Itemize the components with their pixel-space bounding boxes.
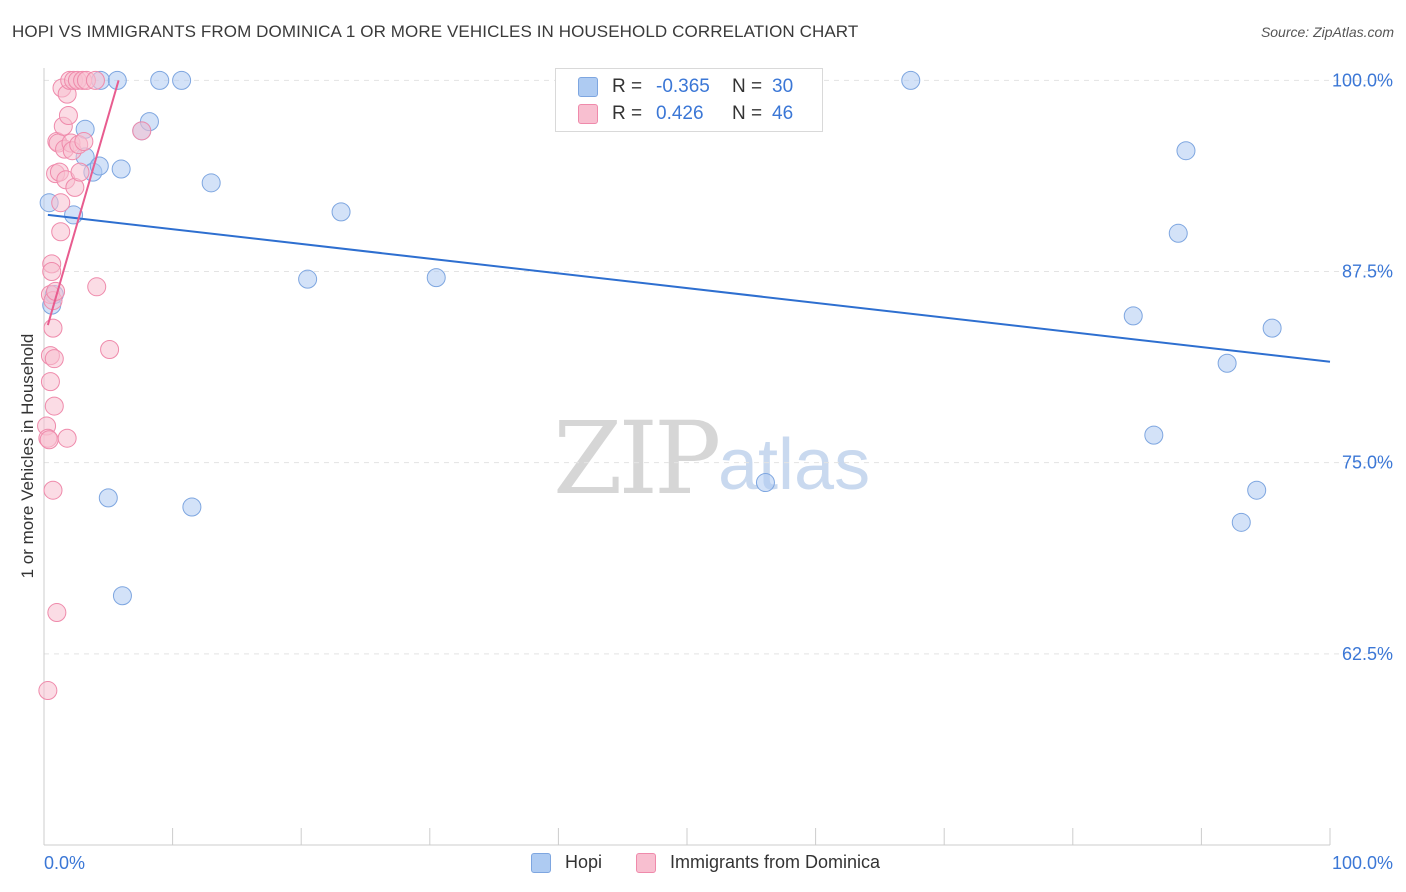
- dominica-point: [85, 70, 105, 90]
- axes: [43, 68, 1331, 846]
- r-label: R =: [612, 103, 643, 124]
- hopi-point: [331, 202, 351, 222]
- hopi-point: [426, 268, 446, 288]
- dominica-swatch: [578, 104, 598, 124]
- hopi-point: [755, 473, 775, 493]
- x-tick-label: 0.0%: [44, 853, 85, 873]
- legend-row-hopi: R = -0.365 N = 30: [578, 74, 793, 100]
- hopi-point: [1123, 306, 1143, 326]
- hopi-point: [98, 488, 118, 508]
- dominica-point: [132, 121, 152, 141]
- n-value: 30: [772, 76, 794, 97]
- dominica-point: [74, 132, 94, 152]
- r-label: R =: [612, 76, 643, 97]
- correlation-legend: R = -0.365 N = 30 R = 0.426 N = 46: [555, 68, 823, 132]
- hopi-point: [112, 586, 132, 606]
- legend-row-dominica: R = 0.426 N = 46: [578, 101, 793, 127]
- dominica-point: [44, 349, 64, 369]
- hopi-point: [111, 159, 131, 179]
- legend-label: Immigrants from Dominica: [670, 852, 881, 872]
- dominica-point: [43, 480, 63, 500]
- dominica-swatch: [636, 852, 656, 873]
- hopi-point: [1262, 318, 1282, 338]
- hopi-point: [150, 70, 170, 90]
- x-tick-label: 100.0%: [1332, 853, 1393, 873]
- hopi-point: [201, 173, 221, 193]
- legend-item-dominica[interactable]: Immigrants from Dominica: [636, 852, 880, 873]
- hopi-swatch: [578, 77, 598, 97]
- hopi-swatch: [531, 852, 551, 873]
- dominica-point: [58, 106, 78, 126]
- dominica-point: [43, 318, 63, 338]
- dominica-point: [47, 603, 67, 623]
- watermark-zip: ZIP: [553, 400, 721, 517]
- n-label: N =: [732, 103, 763, 124]
- tick-labels: 100.0% 87.5% 75.0% 62.5% 0.0% 100.0%: [44, 70, 1393, 873]
- source-credit: Source: ZipAtlas.com: [1260, 24, 1394, 40]
- hopi-point: [1247, 480, 1267, 500]
- dominica-point: [44, 396, 64, 416]
- dominica-trend-line: [46, 80, 120, 326]
- watermark-atlas: atlas: [718, 425, 871, 505]
- dominica-point: [87, 277, 107, 297]
- n-value: 46: [772, 103, 794, 124]
- dominica-point: [38, 681, 58, 701]
- hopi-point: [1144, 425, 1164, 445]
- dominica-point: [70, 162, 90, 182]
- y-tick-label: 87.5%: [1342, 262, 1393, 282]
- y-tick-label: 100.0%: [1332, 70, 1393, 90]
- hopi-point: [298, 269, 318, 289]
- n-label: N =: [732, 76, 763, 97]
- dominica-point: [100, 340, 120, 360]
- legend-item-hopi[interactable]: Hopi: [531, 852, 602, 873]
- hopi-trend-line: [47, 213, 1331, 363]
- dominica-point: [57, 428, 77, 448]
- grid-lines: [44, 79, 1390, 655]
- hopi-point: [901, 70, 921, 90]
- hopi-point: [1231, 512, 1251, 532]
- dominica-point: [39, 430, 59, 450]
- dominica-point: [40, 372, 60, 392]
- hopi-point: [172, 70, 192, 90]
- dominica-point: [51, 222, 71, 242]
- data-points: [37, 70, 1282, 701]
- hopi-point: [182, 497, 202, 517]
- legend-label: Hopi: [565, 852, 603, 872]
- series-legend: Hopi Immigrants from Dominica: [0, 852, 1406, 878]
- dominica-point: [51, 193, 71, 213]
- hopi-point: [1168, 223, 1188, 243]
- hopi-point: [1176, 141, 1196, 161]
- y-tick-label: 75.0%: [1342, 453, 1393, 473]
- chart-title: HOPI VS IMMIGRANTS FROM DOMINICA 1 OR MO…: [12, 22, 859, 41]
- y-tick-label: 62.5%: [1342, 644, 1393, 664]
- r-value: 0.426: [656, 103, 704, 124]
- dominica-point: [42, 262, 62, 282]
- trend-lines: [46, 80, 1331, 363]
- hopi-point: [1217, 353, 1237, 373]
- r-value: -0.365: [656, 76, 710, 97]
- hopi-point: [107, 70, 127, 90]
